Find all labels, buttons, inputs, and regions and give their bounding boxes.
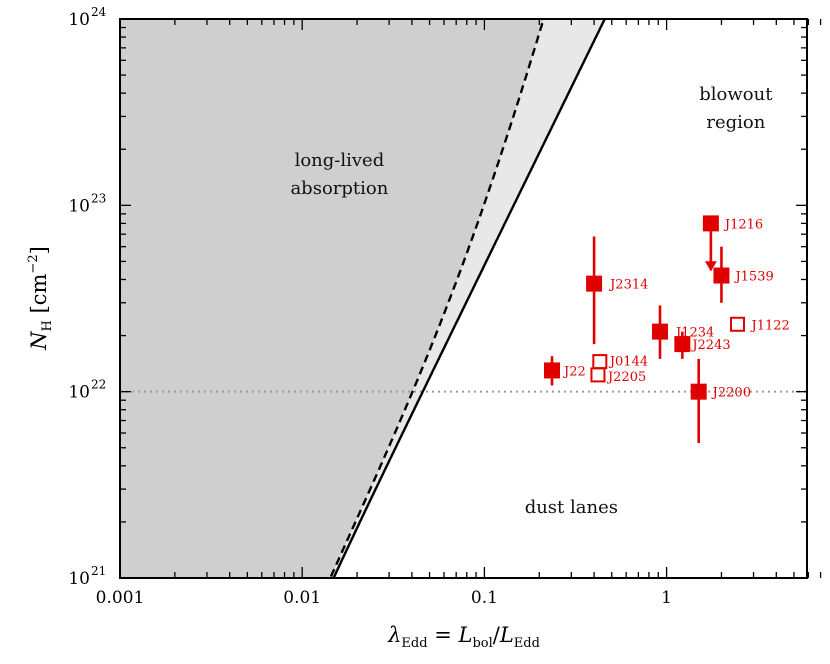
point-label: J2200 <box>711 386 751 401</box>
region-label-blowout: blowout <box>699 84 773 105</box>
marker-open <box>590 367 606 383</box>
y-tick-exponent: 22 <box>91 378 106 392</box>
point-j2243: J2243 <box>674 331 731 359</box>
point-label: J2205 <box>606 370 646 385</box>
long-lived-absorption-shade <box>120 19 544 578</box>
point-j1122: J1122 <box>730 316 790 333</box>
region-label-region: region <box>706 112 765 133</box>
point-j0144: J0144 <box>592 354 648 370</box>
plot-area: J1216J1539J2314J1122J1234J2243J0144J2205… <box>120 19 807 578</box>
upper-limit-arrow-head <box>704 261 717 272</box>
y-tick-label: 10 <box>68 10 90 30</box>
point-j2200: J2200 <box>690 358 751 444</box>
x-axis-label: λEdd = Lbol/LEdd <box>387 623 540 651</box>
y-tick-exponent: 23 <box>91 191 106 205</box>
axis-ticks <box>119 19 822 579</box>
x-tick-label: 0.001 <box>96 588 145 608</box>
marker-filled <box>713 267 730 284</box>
y-tick-exponent: 21 <box>91 564 106 578</box>
point-label: J2243 <box>690 338 730 353</box>
marker-filled <box>586 275 603 292</box>
marker-filled <box>652 323 669 340</box>
point-label: J1216 <box>723 217 763 232</box>
region-label-dust-lanes: dust lanes <box>525 497 618 518</box>
x-tick-label: 0.1 <box>471 588 498 608</box>
marker-open <box>730 316 746 332</box>
point-label: J1122 <box>750 318 790 333</box>
data-points: J1216J1539J2314J1122J1234J2243J0144J2205… <box>544 215 790 444</box>
y-tick-label: 10 <box>68 383 90 403</box>
point-j2256: J22 <box>544 356 586 386</box>
x-tick-label: 0.01 <box>283 588 321 608</box>
point-j2314: J2314 <box>586 236 648 345</box>
point-j1539: J1539 <box>713 246 774 303</box>
marker-open <box>592 354 608 370</box>
marker-filled <box>690 383 707 400</box>
point-label: J1539 <box>733 270 773 285</box>
region-labels: long-lived absorption blowout region dus… <box>290 84 773 518</box>
point-j1216: J1216 <box>702 215 763 272</box>
y-tick-label: 10 <box>68 569 90 589</box>
region-label-long-lived: long-lived <box>295 150 385 171</box>
boundary-curve-dashed <box>328 19 545 578</box>
point-label: J2314 <box>608 278 648 293</box>
marker-filled <box>702 215 719 232</box>
y-axis-label: NH [cm−2] <box>26 246 55 351</box>
marker-filled <box>544 362 561 379</box>
plot-frame <box>119 18 808 579</box>
y-tick-exponent: 24 <box>91 5 107 19</box>
point-label: J22 <box>562 364 586 379</box>
boundary-curve-solid <box>332 19 607 578</box>
x-tick-label: 1 <box>661 588 672 608</box>
y-tick-label: 10 <box>68 196 90 216</box>
point-label: J0144 <box>608 355 648 370</box>
region-label-absorption: absorption <box>290 178 388 199</box>
marker-filled <box>674 336 691 353</box>
point-j2205: J2205 <box>590 367 646 385</box>
